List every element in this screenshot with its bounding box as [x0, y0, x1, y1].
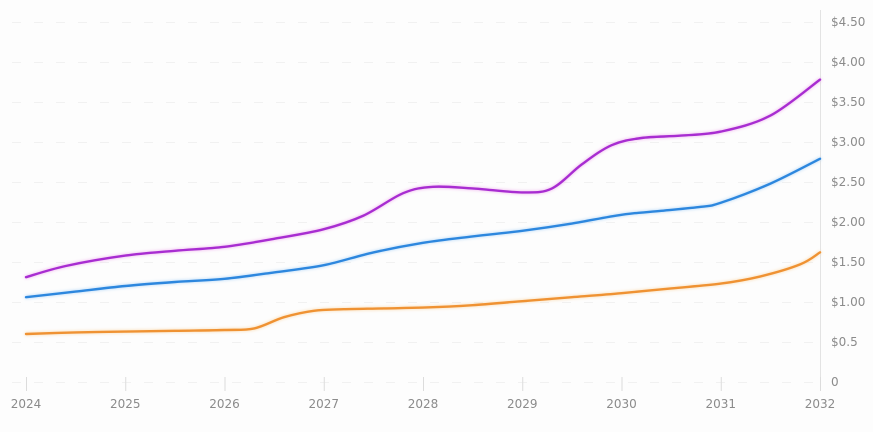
x-axis-label-2031: 2031 — [705, 397, 736, 411]
series-line-purple-series[interactable] — [24, 78, 822, 279]
x-axis-label-2024: 2024 — [11, 397, 42, 411]
y-axis-label-9: 0 — [831, 375, 839, 389]
y-axis-label-6: $1.50 — [831, 255, 865, 269]
y-axis-label-0: $4.50 — [831, 15, 865, 29]
y-axis-label-8: $0.5 — [831, 335, 858, 349]
x-axis-label-2027: 2027 — [308, 397, 339, 411]
y-axis-label-5: $2.00 — [831, 215, 865, 229]
x-axis-label-2026: 2026 — [209, 397, 240, 411]
x-axis-label-2032: 2032 — [805, 397, 836, 411]
y-axis-label-2: $3.50 — [831, 95, 865, 109]
y-axis-label-7: $1.00 — [831, 295, 865, 309]
x-axis-label-2030: 2030 — [606, 397, 637, 411]
y-axis-label-1: $4.00 — [831, 55, 865, 69]
series-line-orange-series[interactable] — [24, 251, 822, 336]
series-line-blue-series[interactable] — [24, 157, 822, 299]
x-axis-label-2025: 2025 — [110, 397, 141, 411]
y-axis-label-4: $2.50 — [831, 175, 865, 189]
x-axis-label-2029: 2029 — [507, 397, 538, 411]
y-axis-label-3: $3.00 — [831, 135, 865, 149]
x-axis-label-2028: 2028 — [408, 397, 439, 411]
